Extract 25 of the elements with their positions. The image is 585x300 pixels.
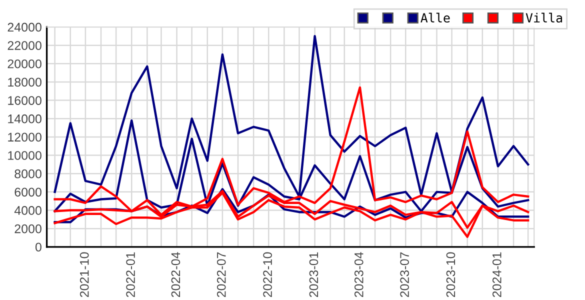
y-tick-label: 18000 xyxy=(8,78,42,87)
y-tick-label: 4000 xyxy=(14,206,42,215)
x-tick-label: 2022-07 xyxy=(216,252,226,297)
legend-label: Villa xyxy=(526,12,562,23)
x-tick-label: 2022-10 xyxy=(263,252,272,297)
x-tick-label: 2022-01 xyxy=(126,252,135,297)
y-tick-label: 14000 xyxy=(8,114,42,124)
x-tick-label: 2022-04 xyxy=(171,252,180,297)
y-tick-label: 16000 xyxy=(8,96,42,105)
x-tick-label: 2023-07 xyxy=(400,252,409,297)
x-tick-label: 2023-01 xyxy=(309,252,318,297)
x-tick-label: 2021-10 xyxy=(80,252,89,297)
y-tick-label: 2000 xyxy=(14,224,42,234)
x-tick-label: 2023-10 xyxy=(446,252,456,297)
y-tick-label: 20000 xyxy=(8,59,42,68)
legend-label: Alle xyxy=(420,12,450,23)
y-tick-label: 24000 xyxy=(8,22,42,32)
y-tick-label: 6000 xyxy=(14,188,42,197)
y-tick-label: 0 xyxy=(35,242,42,252)
x-tick-label: 2023-04 xyxy=(354,252,364,297)
y-tick-label: 12000 xyxy=(8,132,42,142)
y-tick-label: 8000 xyxy=(14,169,42,178)
y-tick-label: 10000 xyxy=(8,151,42,160)
y-tick-label: 22000 xyxy=(8,41,42,50)
x-tick-label: 2024-01 xyxy=(492,252,502,297)
